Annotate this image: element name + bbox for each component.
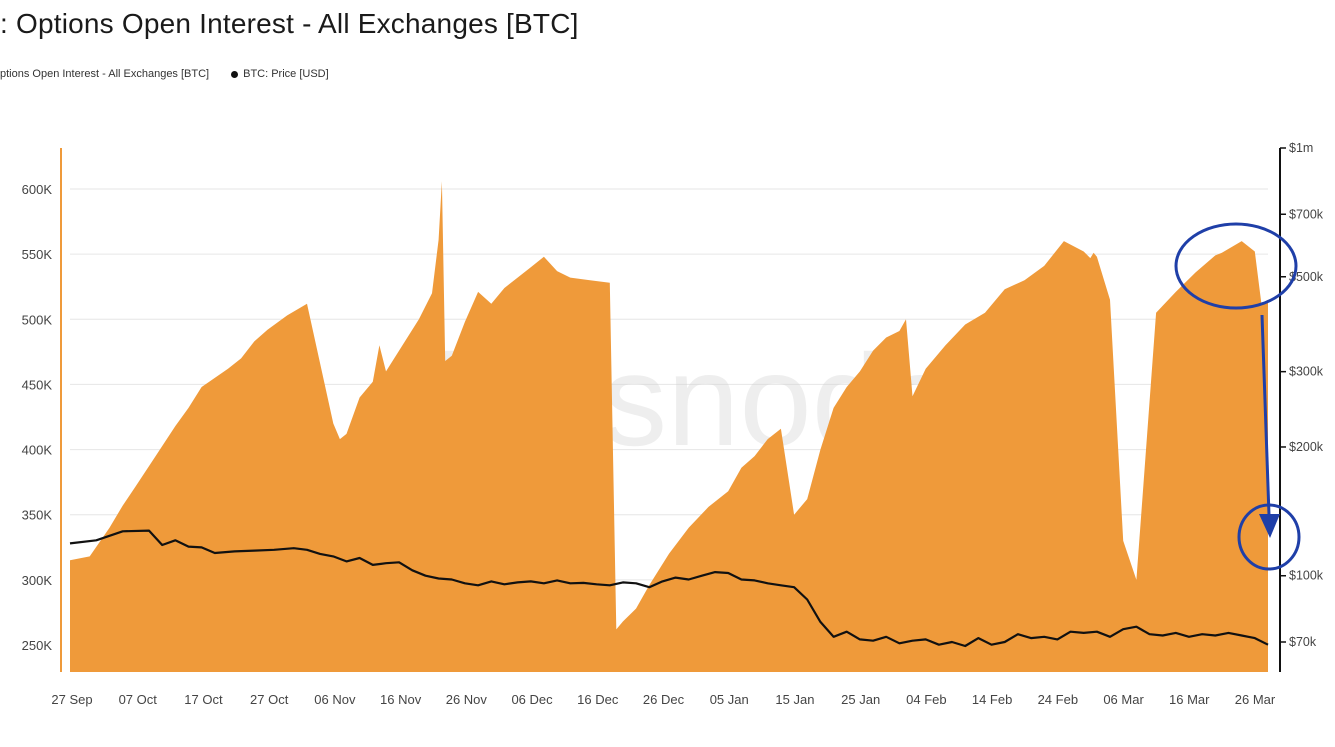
legend: ptions Open Interest - All Exchanges [BT…: [0, 68, 329, 80]
area-series-layer: [70, 181, 1268, 672]
x-tick-label: 27 Sep: [51, 692, 92, 707]
legend-label-options-oi: ptions Open Interest - All Exchanges [BT…: [0, 68, 210, 80]
x-tick-label: 06 Mar: [1103, 692, 1144, 707]
x-axis-ticks: 27 Sep 07 Oct 17 Oct 27 Oct 06 Nov 16 Nov 26 N…: [51, 692, 1275, 707]
legend-label-btc-price: BTC: Price [USD]: [243, 68, 329, 80]
y-tick-left-label: 300K: [22, 573, 53, 588]
x-tick-label: 26 Dec: [643, 692, 685, 707]
y-tick-right-label: $70k: [1289, 635, 1317, 649]
y-tick-left-label: 350K: [22, 508, 53, 523]
x-tick-label: 14 Feb: [972, 692, 1012, 707]
annotation-ellipse-top: [1174, 222, 1298, 310]
series-area-options-oi: [70, 181, 1268, 672]
x-tick-label: 16 Mar: [1169, 692, 1210, 707]
x-tick-label: 15 Jan: [775, 692, 814, 707]
x-tick-label: 04 Feb: [906, 692, 946, 707]
x-tick-label: 24 Feb: [1038, 692, 1078, 707]
x-tick-label: 27 Oct: [250, 692, 289, 707]
x-tick-label: 16 Nov: [380, 692, 422, 707]
legend-item-options-oi[interactable]: ptions Open Interest - All Exchanges [BT…: [0, 68, 209, 80]
axes: [60, 148, 1281, 672]
y-axis-left-ticks: 250K 300K 350K 400K 450K 500K 550K 600K: [22, 182, 53, 653]
y-tick-left-label: 250K: [22, 638, 53, 653]
legend-dot-icon: [231, 70, 239, 78]
annotation-arrow-shaft: [1260, 314, 1271, 516]
x-tick-label: 07 Oct: [119, 692, 158, 707]
y-tick-right-label: $700k: [1289, 207, 1324, 221]
x-tick-label: 25 Jan: [841, 692, 880, 707]
annotations: [1174, 222, 1301, 571]
y-tick-right-label: $1m: [1289, 141, 1313, 155]
y-tick-left-label: 600K: [22, 182, 53, 197]
x-tick-label: 16 Dec: [577, 692, 619, 707]
x-tick-label: 17 Oct: [184, 692, 223, 707]
legend-item-btc-price[interactable]: BTC: Price [USD]: [231, 68, 329, 80]
y-axis-right-ticks: $70k $100k $200k $300k $500k $700k $1m: [1280, 141, 1324, 649]
x-tick-label: 05 Jan: [710, 692, 749, 707]
chart-title: : Options Open Interest - All Exchanges …: [0, 8, 579, 39]
series-line-btc-price: [69, 529, 1269, 648]
y-tick-left-label: 450K: [22, 377, 53, 392]
x-tick-label: 06 Dec: [511, 692, 553, 707]
y-tick-left-label: 400K: [22, 443, 53, 458]
y-tick-right-label: $100k: [1289, 569, 1324, 583]
x-tick-label: 06 Nov: [314, 692, 356, 707]
x-tick-label: 26 Nov: [446, 692, 488, 707]
line-series-layer: [69, 529, 1269, 648]
y-tick-right-label: $300k: [1289, 365, 1324, 379]
y-tick-right-label: $500k: [1289, 270, 1324, 284]
y-tick-right-label: $200k: [1289, 440, 1324, 454]
y-tick-left-label: 550K: [22, 247, 53, 262]
x-tick-label: 26 Mar: [1235, 692, 1276, 707]
annotation-arrow-head-icon: [1259, 514, 1280, 538]
y-tick-left-label: 500K: [22, 312, 53, 327]
